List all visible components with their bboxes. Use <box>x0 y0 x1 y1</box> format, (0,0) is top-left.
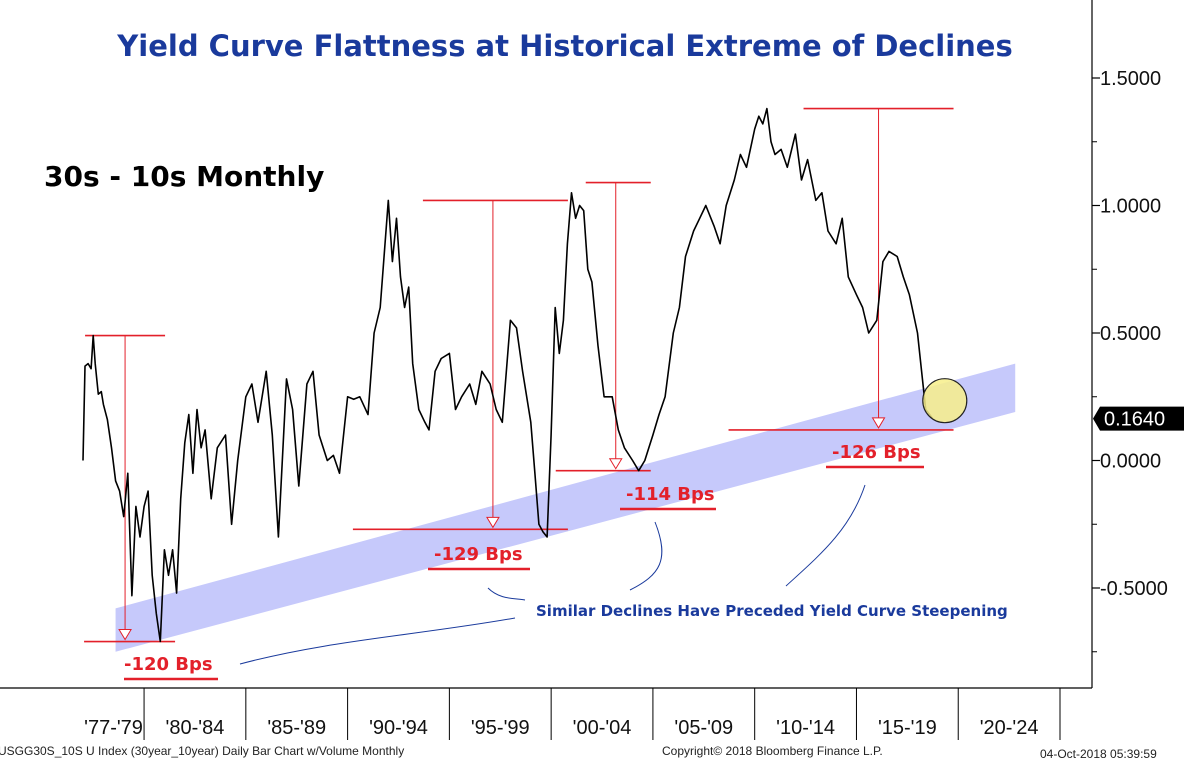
last-value-marker: 0.1640 <box>1093 406 1184 431</box>
decline-label: -126 Bps <box>832 442 921 463</box>
support-band <box>115 363 1016 652</box>
y-tick-label: 1.0000 <box>1100 196 1161 218</box>
x-tick-label: '80-'84 <box>166 717 225 739</box>
y-tick-label: 0.5000 <box>1100 323 1161 345</box>
last-value-label: 0.1640 <box>1104 409 1165 431</box>
decline-arrow-head <box>608 458 623 470</box>
x-tick-label: '85-'89 <box>267 717 326 739</box>
connector-curve-3 <box>629 521 663 591</box>
x-tick-label: '90-'94 <box>369 717 428 739</box>
footer-source: USGG30S_10S U Index (30year_10year) Dail… <box>0 744 404 758</box>
x-tick-label: '20-'24 <box>980 717 1039 739</box>
x-tick-label: '00-'04 <box>573 717 632 739</box>
connector-curve-1 <box>239 617 516 665</box>
decline-arrow-head <box>486 516 500 529</box>
x-dividers <box>143 688 1061 740</box>
annotation-note: Similar Declines Have Preceded Yield Cur… <box>536 602 1008 620</box>
chart-subtitle: 30s - 10s Monthly <box>44 160 324 193</box>
current-value-highlight <box>922 378 968 424</box>
decline-arrow-head <box>871 417 886 429</box>
chart-title: Yield Curve Flattness at Historical Extr… <box>116 29 1012 63</box>
decline-arrow-head <box>118 629 132 641</box>
x-tick-label: '95-'99 <box>471 717 530 739</box>
footer-copyright: Copyright© 2018 Bloomberg Finance L.P. <box>662 744 883 758</box>
x-tick-label: '05-'09 <box>674 717 733 739</box>
decline-label: -120 Bps <box>124 654 213 675</box>
y-tick-label: 0.0000 <box>1100 451 1161 473</box>
x-tick-label: '77-'79 <box>84 717 143 739</box>
series-line <box>82 107 934 643</box>
x-tick-label: '10-'14 <box>776 717 835 739</box>
connector-curve-4 <box>785 484 866 587</box>
decline-label: -114 Bps <box>626 484 715 505</box>
x-axis-ticks: '77-'79 '80-'84 '85-'89 '90-'94 '95-'99 '00-'… <box>84 717 1038 739</box>
decline-markers: -120 Bps -129 Bps -114 Bps -126 Bps <box>84 107 954 681</box>
y-tick-label: -0.5000 <box>1100 578 1168 600</box>
y-tick-label: 1.5000 <box>1100 68 1161 90</box>
last-value-box <box>1093 406 1184 431</box>
y-axis-ticks: 1.5000 1.0000 0.5000 0.0000 -0.5000 <box>1092 68 1168 653</box>
footer-timestamp: 04-Oct-2018 05:39:59 <box>1040 747 1157 761</box>
decline-label: -129 Bps <box>434 544 523 565</box>
x-tick-label: '15-'19 <box>878 717 937 739</box>
connector-curve-2 <box>487 587 526 601</box>
